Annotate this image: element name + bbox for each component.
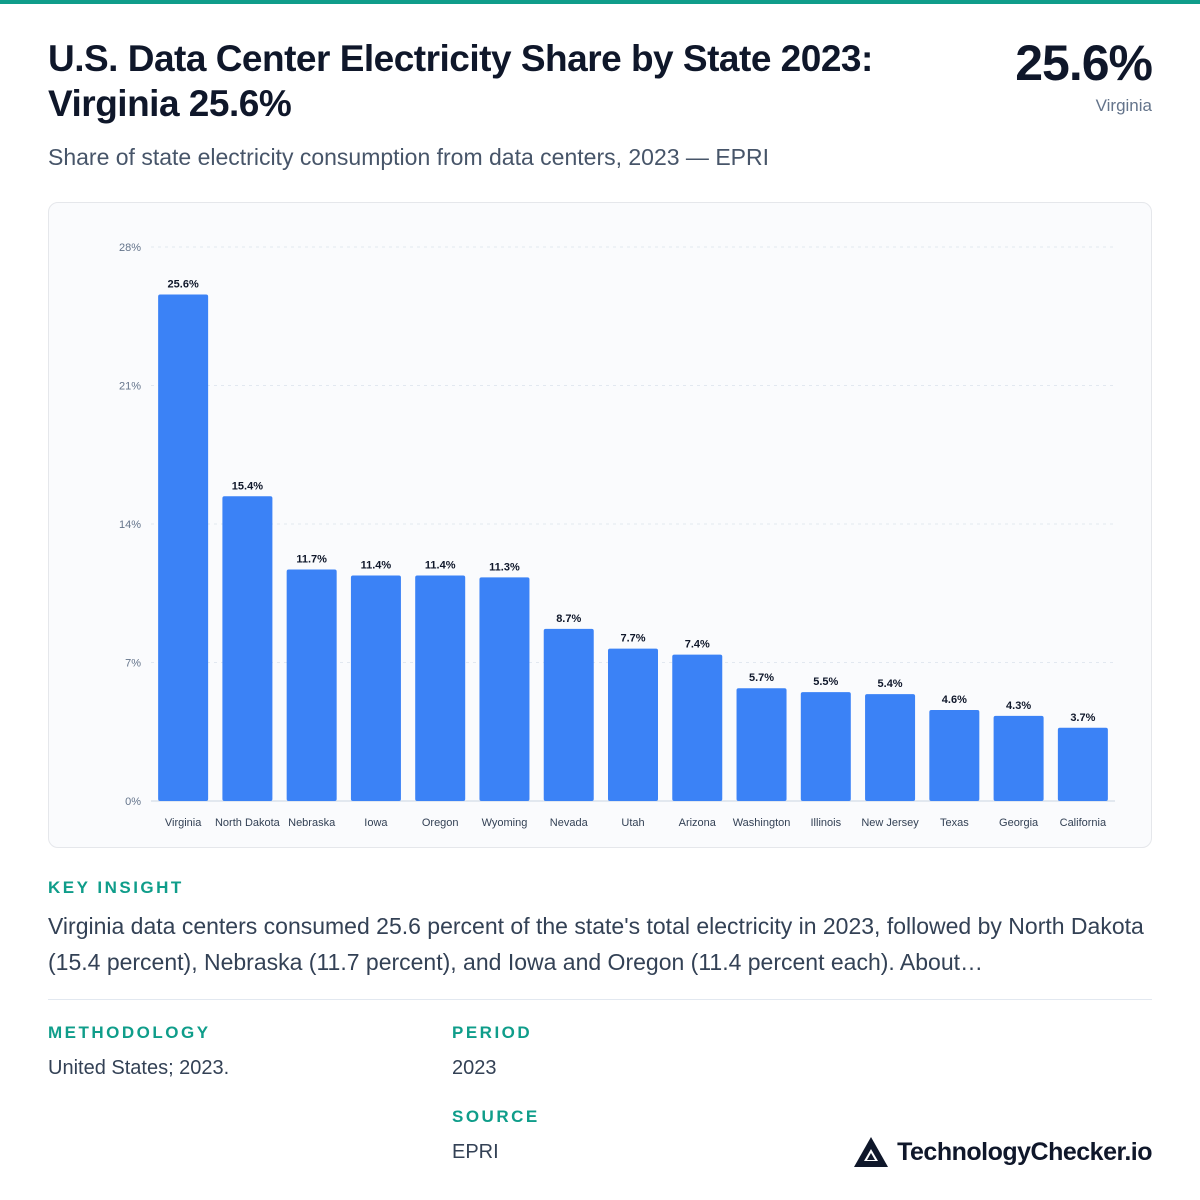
bar [543, 628, 594, 801]
source-label: SOURCE [452, 1107, 540, 1126]
x-tick-label: North Dakota [215, 817, 281, 829]
period-value: 2023 [452, 1057, 497, 1079]
chart-subtitle: Share of state electricity consumption f… [48, 144, 770, 170]
bar-value-label: 11.4% [361, 559, 392, 571]
bar-value-label: 11.3% [489, 561, 520, 573]
bar [929, 709, 980, 801]
y-tick-label: 14% [119, 519, 141, 531]
x-tick-label: Oregon [422, 817, 459, 829]
bar [993, 715, 1044, 801]
top-accent-rule [0, 0, 1200, 4]
bar [1057, 727, 1108, 801]
x-tick-label: Illinois [811, 817, 842, 829]
key-insight-label: KEY INSIGHT [48, 878, 184, 897]
bar-value-label: 11.4% [425, 559, 456, 571]
kpi-label: Virginia [1095, 96, 1152, 115]
section-divider [48, 999, 1152, 1000]
bar [800, 692, 851, 801]
x-tick-label: Georgia [999, 817, 1039, 829]
bar-value-label: 7.4% [685, 639, 710, 651]
y-tick-label: 28% [119, 242, 141, 254]
bar-value-label: 5.7% [749, 672, 774, 684]
bar [865, 694, 916, 801]
x-tick-label: Nevada [550, 817, 589, 829]
bar-value-label: 25.6% [168, 278, 199, 290]
page-title: U.S. Data Center Electricity Share by St… [48, 38, 873, 124]
y-tick-label: 0% [125, 796, 141, 808]
x-tick-label: Arizona [679, 817, 717, 829]
kpi-value: 25.6% [1015, 35, 1153, 91]
methodology-label: METHODOLOGY [48, 1023, 211, 1042]
source-value: EPRI [452, 1141, 499, 1163]
x-tick-label: New Jersey [861, 817, 919, 829]
bar [479, 577, 530, 801]
x-tick-label: Iowa [364, 817, 388, 829]
x-tick-label: Wyoming [482, 817, 528, 829]
bar-chart: 0% 7% 14% 21% 28% 25.6% Virginia 15.4% North Dak… [119, 242, 1115, 829]
bar-value-label: 3.7% [1070, 712, 1095, 724]
bar [222, 496, 273, 801]
bar-value-label: 7.7% [620, 633, 645, 645]
bar-value-label: 4.3% [1006, 700, 1031, 712]
bar-value-label: 15.4% [232, 480, 263, 492]
bar-value-label: 11.7% [296, 554, 327, 566]
x-tick-label: Utah [621, 817, 644, 829]
bar-value-label: 4.6% [942, 694, 967, 706]
y-tick-label: 7% [125, 658, 141, 670]
key-insight-text: Virginia data centers consumed 25.6 perc… [48, 913, 1144, 975]
methodology-value: United States; 2023. [48, 1057, 230, 1079]
bar [415, 575, 466, 801]
period-label: PERIOD [452, 1023, 533, 1042]
bar [350, 575, 401, 801]
x-tick-label: California [1060, 817, 1107, 829]
x-tick-label: Virginia [165, 817, 202, 829]
bar-value-label: 5.4% [878, 678, 903, 690]
brand-name: TechnologyChecker.io [897, 1137, 1152, 1166]
bar [286, 569, 337, 801]
bar [672, 654, 723, 801]
bar [608, 648, 658, 801]
bar-value-label: 5.5% [813, 676, 838, 688]
x-tick-label: Nebraska [288, 817, 336, 829]
y-tick-label: 21% [119, 381, 141, 393]
x-tick-label: Washington [733, 817, 791, 829]
triangle-logo-icon [854, 1137, 889, 1167]
bar [736, 688, 787, 801]
bar-value-label: 8.7% [556, 613, 581, 625]
chart-card: 0% 7% 14% 21% 28% 25.6% Virginia 15.4% North Dak… [48, 202, 1152, 848]
x-tick-label: Texas [940, 817, 969, 829]
brand-logo[interactable]: TechnologyChecker.io [853, 1136, 1152, 1168]
bar [158, 294, 209, 801]
